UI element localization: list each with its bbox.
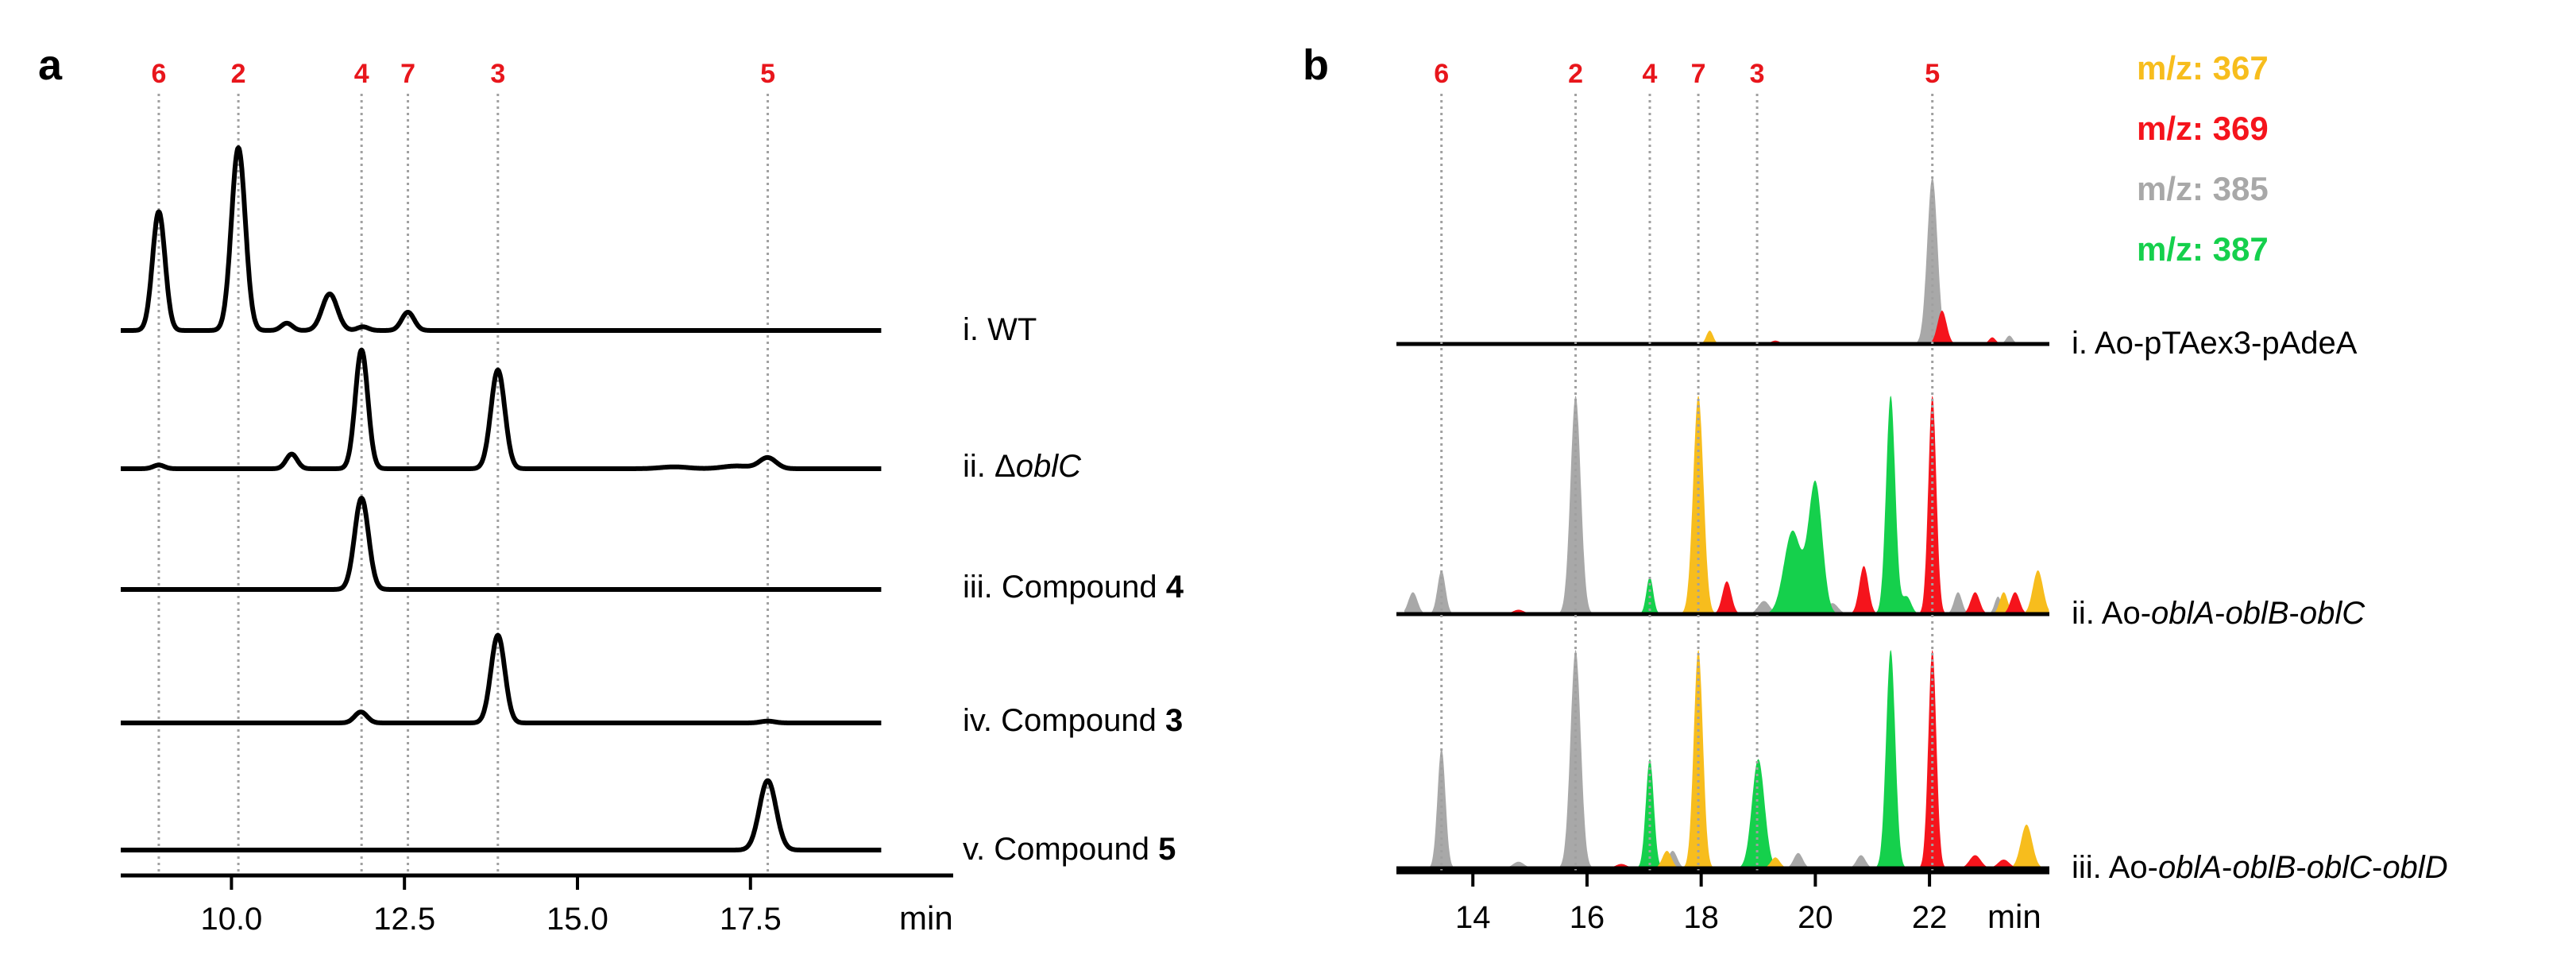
x-tick-label: 22 [1912,900,1948,935]
x-tick-label: 14 [1455,900,1491,935]
peak-number-label: 5 [760,59,775,89]
x-tick-label: 20 [1798,900,1833,935]
panel-letter-a: a [38,41,63,89]
trace-line [118,145,883,333]
peak-number-label: 6 [151,59,166,89]
hplc-traces [118,145,883,852]
x-tick-label: 18 [1683,900,1719,935]
trace-area [1404,650,2049,868]
legend-entry: m/z: 387 [2137,230,2269,268]
peak-guide-lines-a [157,94,770,875]
x-tick-label: 10.0 [200,902,262,937]
x-axis-a: 10.0 12.5 15.0 17.5 min [121,873,953,937]
trace-label: ii. Ao-oblA-oblB-oblC [2072,596,2366,631]
trace-labels-a: i. WT ii. ΔoblC iii. Compound 4 iv. Compoun… [963,312,1184,867]
peak-number-label: 3 [1750,59,1765,89]
peak-number-label: 6 [1434,59,1449,89]
trace-area [1404,396,2049,614]
trace-label: iii. Compound 4 [963,570,1184,605]
peak-number-labels-b: 6 2 4 7 3 5 [1434,59,1940,89]
x-tick-label: 16 [1570,900,1605,935]
trace-area [1404,396,2049,614]
trace-label: ii. ΔoblC [963,449,1082,484]
x-tick-label: 12.5 [373,902,435,937]
trace-label: v. Compound 5 [963,832,1176,867]
trace-label: i. WT [963,312,1037,347]
peak-number-labels-a: 6 2 4 7 3 5 [151,59,775,89]
x-axis-unit-label: min [899,899,953,937]
trace-line [118,496,883,592]
trace-area [1404,396,2049,614]
chromatogram-panel-a: 10.0 12.5 15.0 17.5 min i. WT ii. ΔoblC iii. C… [118,59,1184,937]
peak-number-label: 3 [490,59,505,89]
trace-label: iv. Compound 3 [963,703,1183,738]
legend-b: m/z: 367 m/z: 369 m/z: 385 m/z: 387 [2137,49,2269,268]
panel-letter-b: b [1303,41,1329,89]
x-axis-unit-label: min [1987,898,2041,935]
trace-area [1404,311,2049,344]
peak-number-label: 7 [1691,59,1706,89]
chromatogram-panel-b: 14 16 18 20 22 min i. Ao-pTAex3-pAdeA ii. Ao-o… [1396,49,2448,935]
x-axis-b: 14 16 18 20 22 min [1396,870,2049,935]
trace-area [1404,396,2049,614]
trace-line [118,632,883,725]
peak-number-label: 2 [231,59,246,89]
peak-number-label: 7 [400,59,415,89]
trace-label: i. Ao-pTAex3-pAdeA [2072,326,2358,361]
peak-guide-lines-b [1440,94,1934,872]
x-tick-label: 17.5 [720,902,782,937]
trace-line [118,778,883,852]
x-tick-label: 15.0 [546,902,608,937]
trace-area [1404,650,2049,868]
trace-area [1404,650,2049,868]
peak-number-label: 2 [1568,59,1583,89]
legend-entry: m/z: 369 [2137,110,2269,147]
peak-number-label: 4 [354,59,369,89]
trace-area [1404,650,2049,868]
legend-entry: m/z: 367 [2137,49,2269,87]
trace-labels-b: i. Ao-pTAex3-pAdeA ii. Ao-oblA-oblB-oblC i… [2072,326,2448,885]
peak-number-label: 4 [1643,59,1658,89]
peak-number-label: 5 [1925,59,1940,89]
eic-traces [1396,177,2049,871]
trace-label: iii. Ao-oblA-oblB-oblC-oblD [2072,850,2448,885]
legend-entry: m/z: 385 [2137,170,2269,207]
trace-area [1404,177,2049,344]
trace-line [118,347,883,471]
